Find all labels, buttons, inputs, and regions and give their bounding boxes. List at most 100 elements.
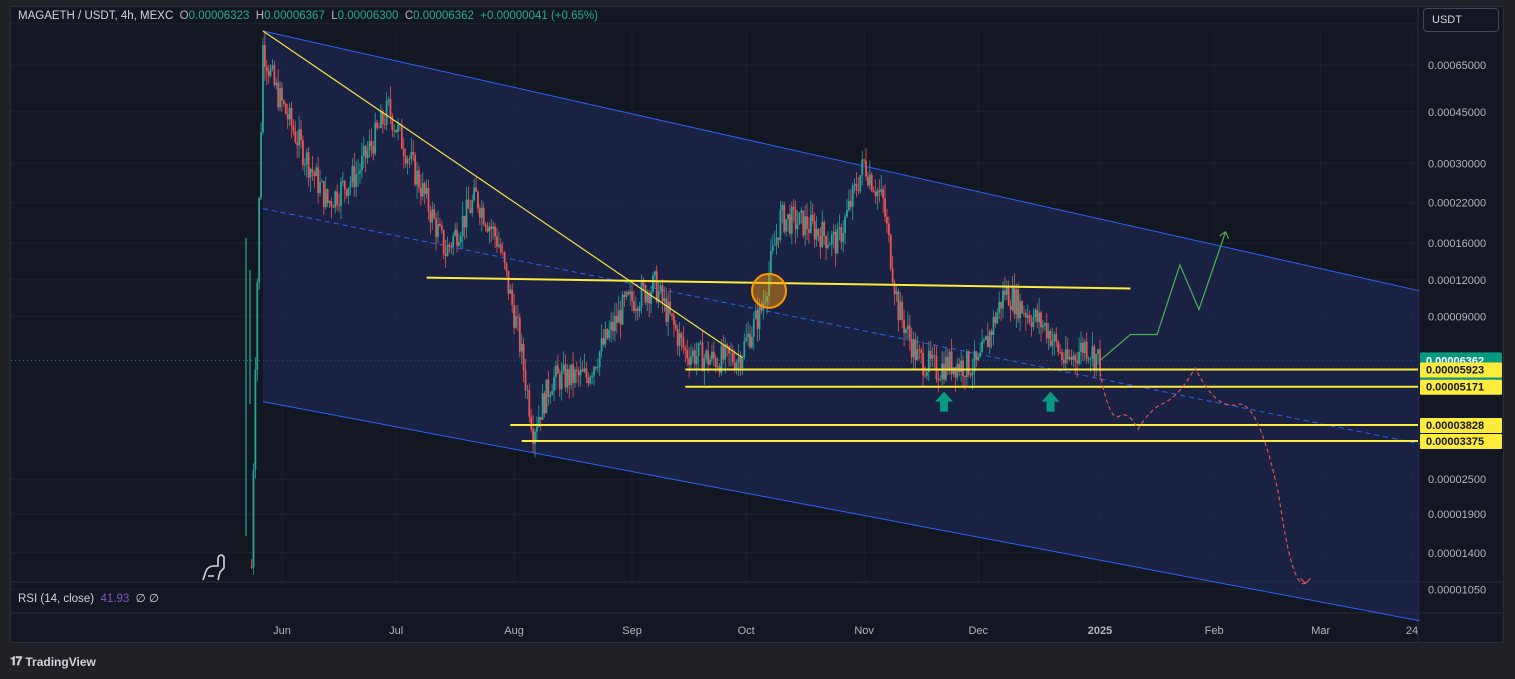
candle-body [1059, 351, 1061, 353]
price-tick-label: 0.00045000 [1428, 107, 1486, 119]
candle-body [1049, 331, 1052, 346]
candle-body [1047, 331, 1050, 339]
candle-body [648, 293, 651, 304]
time-tick-label: Oct [738, 625, 755, 637]
candle-body [714, 358, 717, 368]
candle-body [986, 336, 989, 348]
symbol-name[interactable]: MAGAETH / USDT, 4h, MEXC [18, 10, 174, 22]
candle-body [273, 65, 276, 85]
price-axis[interactable]: 0.000900000.000650000.000450000.00030000… [1428, 19, 1486, 597]
candle-body [330, 201, 333, 207]
candle-body [575, 369, 578, 372]
candle-body [815, 229, 818, 240]
candle-body [458, 242, 460, 246]
candle-body [939, 379, 942, 381]
candle-body [876, 190, 879, 197]
candle-body [423, 182, 426, 194]
dinosaur-icon [202, 554, 225, 581]
candle-body [655, 271, 658, 302]
candle-body [665, 298, 668, 322]
candle-body [773, 245, 776, 247]
bullish-projection-path [1099, 231, 1227, 361]
candle-body [868, 174, 871, 186]
support-price-value: 0.00003828 [1426, 420, 1484, 432]
candle-body [908, 325, 911, 339]
rsi-legend[interactable]: RSI (14, close) 41.93 ∅ ∅ [18, 591, 159, 605]
candle-body [366, 150, 369, 159]
candle-body [846, 209, 848, 217]
candle-body [524, 370, 527, 390]
candle-body [1030, 322, 1033, 327]
candle-body [1081, 342, 1084, 354]
candle-body [250, 567, 253, 568]
currency-unit-button[interactable]: USDT [1423, 8, 1499, 32]
candle-body [309, 168, 312, 178]
candle-body [887, 223, 890, 236]
tradingview-brand[interactable]: 𝟏𝟕 TradingView [10, 654, 96, 669]
candle-body [345, 189, 348, 196]
candle-body [770, 251, 772, 274]
candle-body [994, 316, 997, 324]
candle-body [842, 233, 845, 243]
support-price-tag [1420, 417, 1502, 433]
candle-body [283, 100, 285, 104]
candle-body [593, 367, 595, 376]
descending-trendline [262, 30, 743, 359]
candle-body [1066, 349, 1069, 360]
candle-body [870, 174, 873, 191]
candle-body [357, 173, 359, 175]
candle-body [454, 229, 457, 236]
candle-body [1019, 301, 1022, 319]
candle-body [667, 301, 670, 322]
candle-body [695, 356, 698, 365]
symbol-header: MAGAETH / USDT, 4h, MEXC O0.00006323 H0.… [18, 10, 598, 22]
candle-body [733, 362, 736, 370]
candle-body [1064, 349, 1067, 364]
candle-body [832, 231, 835, 235]
candle-body [671, 313, 673, 316]
candle-body [787, 214, 789, 220]
candle-body [779, 210, 782, 240]
candle-body [1011, 287, 1014, 311]
candle-body [752, 318, 755, 337]
candle-body [828, 244, 831, 246]
candle-body [560, 370, 563, 390]
time-axis[interactable]: Jun Jul Aug Sep Oct Nov Dec 2025 Feb Mar 24 [273, 625, 1418, 637]
candle-body [429, 211, 432, 223]
candle-body [848, 200, 850, 210]
candle-body [981, 341, 983, 353]
candle-body [899, 301, 902, 321]
up-arrow-icon [935, 391, 954, 412]
candle-body [343, 181, 346, 190]
tradingview-logo-icon: 𝟏𝟕 [10, 654, 22, 668]
candle-body [760, 303, 763, 311]
candle-body [941, 363, 944, 380]
candle-body [990, 331, 993, 336]
candle-body [530, 416, 533, 430]
candle-body [478, 208, 481, 218]
candle-body [724, 344, 727, 360]
candle-body [421, 182, 424, 197]
candle-body [547, 379, 550, 397]
candle-body [825, 236, 827, 248]
candle-body [701, 342, 704, 372]
candle-body [634, 308, 637, 311]
candle-body [950, 351, 953, 375]
candle-body [368, 141, 371, 151]
candle-body [1087, 358, 1090, 360]
candle-body [465, 199, 468, 228]
candle-body [338, 204, 340, 206]
candle-body [596, 367, 599, 369]
candle-body [644, 285, 647, 303]
candle-body [975, 351, 978, 360]
candle-body [800, 210, 803, 213]
candle-body [615, 315, 618, 323]
candle-body [364, 145, 367, 159]
candle-body [925, 372, 928, 377]
price-tick-label: 0.00030000 [1428, 158, 1486, 170]
candle-body [1026, 315, 1029, 318]
candle-body [897, 291, 900, 321]
candle-body [515, 316, 517, 328]
candle-body [537, 417, 540, 427]
